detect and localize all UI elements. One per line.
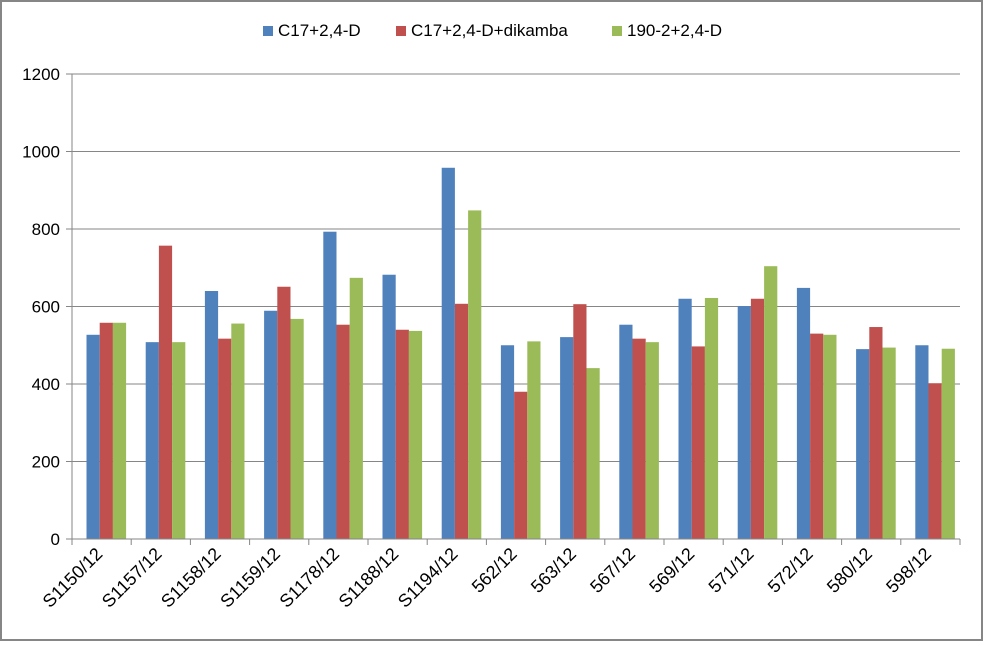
y-tick-label: 1000 bbox=[22, 143, 60, 162]
y-tick-labels: 0 200 400 600 800 1000 1200 bbox=[22, 65, 60, 549]
bar-2-6 bbox=[395, 329, 409, 539]
y-tick-label: 0 bbox=[51, 530, 60, 549]
bar-1-6 bbox=[382, 274, 396, 539]
legend: C17+2,4-D C17+2,4-D+dikamba 190-2+2,4-D bbox=[263, 21, 722, 40]
bar-3-7 bbox=[468, 210, 482, 539]
bar-1-14 bbox=[856, 349, 870, 539]
bars bbox=[86, 167, 955, 539]
bar-3-5 bbox=[349, 277, 363, 539]
legend-swatch bbox=[263, 26, 273, 36]
axes bbox=[71, 74, 961, 545]
bar-2-1 bbox=[99, 322, 113, 539]
bar-1-1 bbox=[86, 334, 100, 539]
y-tick-label: 800 bbox=[32, 220, 60, 239]
bar-3-12 bbox=[764, 266, 778, 539]
bar-3-9 bbox=[586, 368, 600, 539]
y-tick-label: 200 bbox=[32, 453, 60, 472]
bar-1-13 bbox=[796, 287, 811, 539]
bar-3-2 bbox=[172, 342, 186, 539]
bar-1-15 bbox=[915, 345, 929, 539]
bar-3-4 bbox=[290, 318, 304, 539]
bar-2-11 bbox=[691, 346, 705, 539]
bar-1-4 bbox=[264, 310, 278, 539]
bar-3-3 bbox=[231, 323, 245, 539]
bar-2-10 bbox=[632, 338, 646, 539]
bar-1-8 bbox=[500, 345, 515, 539]
bar-2-7 bbox=[454, 303, 469, 539]
bar-2-15 bbox=[928, 383, 942, 539]
bar-1-11 bbox=[678, 298, 692, 539]
y-tick-label: 400 bbox=[32, 375, 60, 394]
bar-3-6 bbox=[408, 330, 423, 539]
bar-1-5 bbox=[323, 231, 337, 539]
bar-2-2 bbox=[158, 245, 173, 539]
bar-2-3 bbox=[218, 338, 232, 539]
y-tick-label: 600 bbox=[32, 298, 60, 317]
bar-2-14 bbox=[869, 327, 883, 539]
bar-2-8 bbox=[514, 391, 528, 539]
legend-swatch bbox=[396, 26, 406, 36]
bar-3-14 bbox=[882, 347, 896, 539]
bar-1-7 bbox=[441, 167, 455, 539]
bar-1-10 bbox=[619, 324, 633, 539]
bar-1-2 bbox=[145, 342, 159, 539]
legend-swatch bbox=[612, 26, 622, 36]
bar-1-3 bbox=[204, 291, 219, 539]
legend-label: C17+2,4-D+dikamba bbox=[411, 21, 568, 40]
bar-2-4 bbox=[277, 286, 291, 539]
bar-2-12 bbox=[750, 298, 765, 539]
legend-label: 190-2+2,4-D bbox=[627, 21, 722, 40]
legend-label: C17+2,4-D bbox=[278, 21, 361, 40]
bar-3-8 bbox=[527, 341, 541, 539]
y-tick-label: 1200 bbox=[22, 65, 60, 84]
bar-2-13 bbox=[810, 333, 824, 539]
bar-1-12 bbox=[737, 306, 751, 539]
bar-3-10 bbox=[645, 342, 659, 539]
bar-3-1 bbox=[112, 322, 127, 539]
bar-1-9 bbox=[560, 337, 574, 539]
bar-2-9 bbox=[573, 304, 587, 539]
bar-3-15 bbox=[941, 348, 955, 539]
bar-3-11 bbox=[704, 297, 719, 539]
bar-3-13 bbox=[823, 334, 837, 539]
bar-2-5 bbox=[336, 324, 350, 539]
